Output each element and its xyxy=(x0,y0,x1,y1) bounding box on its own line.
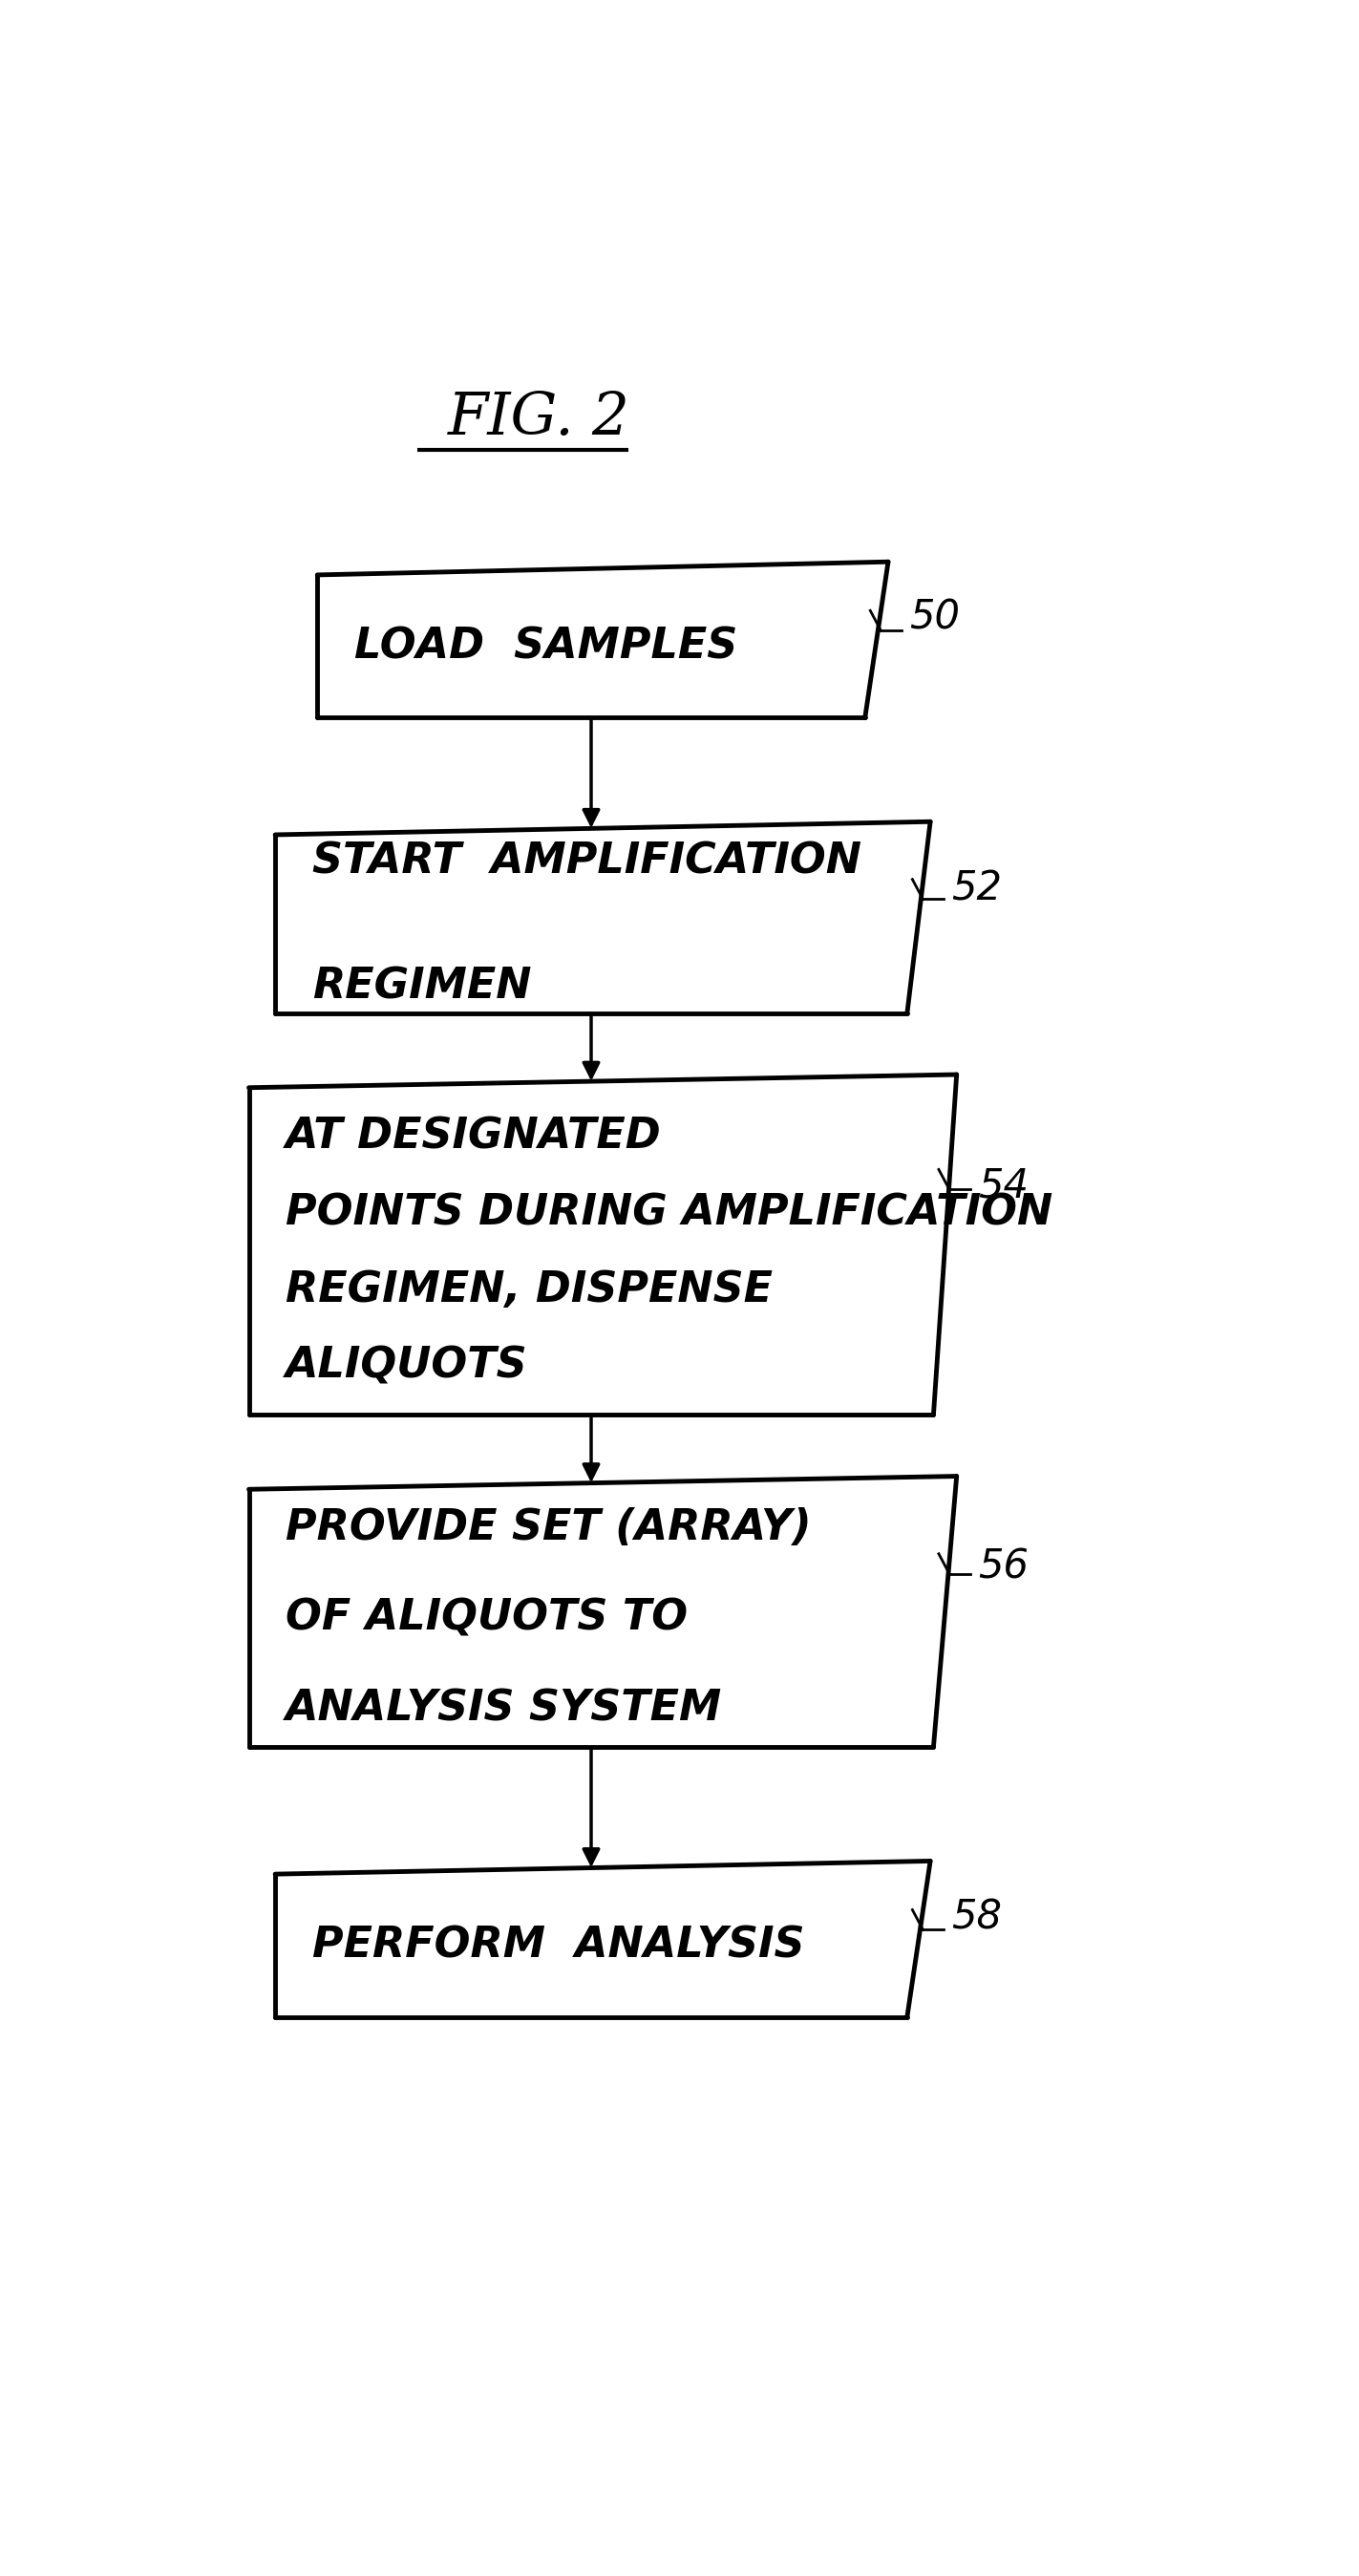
Text: FIG. 2: FIG. 2 xyxy=(447,389,629,446)
Text: LOAD  SAMPLES: LOAD SAMPLES xyxy=(355,626,738,667)
Text: 54: 54 xyxy=(977,1167,1029,1206)
Text: 50: 50 xyxy=(909,598,959,639)
Text: 52: 52 xyxy=(951,868,1002,909)
Text: PERFORM  ANALYSIS: PERFORM ANALYSIS xyxy=(313,1924,805,1965)
Text: AT DESIGNATED: AT DESIGNATED xyxy=(285,1115,662,1157)
Text: START  AMPLIFICATION: START AMPLIFICATION xyxy=(313,840,862,881)
Text: PROVIDE SET (ARRAY): PROVIDE SET (ARRAY) xyxy=(285,1507,811,1548)
Text: REGIMEN, DISPENSE: REGIMEN, DISPENSE xyxy=(285,1270,773,1311)
Text: 56: 56 xyxy=(977,1546,1029,1587)
Text: 58: 58 xyxy=(951,1896,1002,1937)
Text: POINTS DURING AMPLIFICATION: POINTS DURING AMPLIFICATION xyxy=(285,1193,1053,1234)
Text: REGIMEN: REGIMEN xyxy=(313,966,531,1007)
Text: ANALYSIS SYSTEM: ANALYSIS SYSTEM xyxy=(285,1687,723,1728)
Text: ALIQUOTS: ALIQUOTS xyxy=(285,1345,527,1386)
Text: OF ALIQUOTS TO: OF ALIQUOTS TO xyxy=(285,1597,688,1638)
